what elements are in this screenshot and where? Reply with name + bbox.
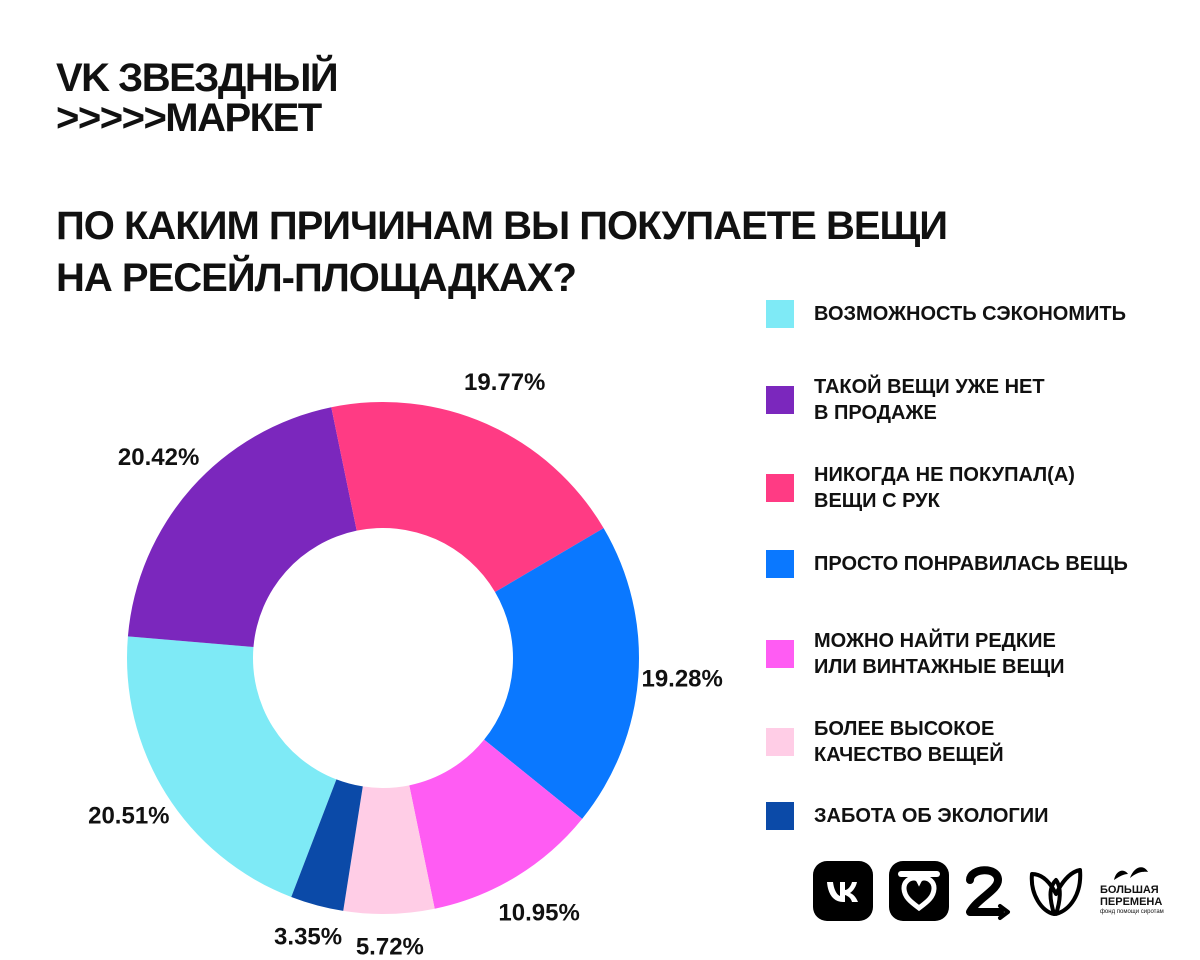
legend-item: МОЖНО НАЙТИ РЕДКИЕ ИЛИ ВИНТАЖНЫЕ ВЕЩИ bbox=[766, 628, 1065, 680]
legend-label: БОЛЕЕ ВЫСОКОЕ КАЧЕСТВО ВЕЩЕЙ bbox=[814, 716, 1004, 768]
dobro-logo-icon bbox=[966, 866, 1010, 920]
donut-slice bbox=[484, 528, 639, 819]
chart-title-line-1: ПО КАКИМ ПРИЧИНАМ ВЫ ПОКУПАЕТЕ ВЕЩИ bbox=[56, 204, 948, 248]
legend-swatch bbox=[766, 640, 794, 668]
brand-line-1: VK ЗВЕЗДНЫЙ bbox=[56, 56, 339, 100]
chart-title-line-2: НА РЕСЕЙЛ-ПЛОЩАДКАХ? bbox=[56, 256, 577, 300]
legend-label-line: ПРОСТО ПОНРАВИЛАСЬ ВЕЩЬ bbox=[814, 553, 1128, 575]
legend-label: ТАКОЙ ВЕЩИ УЖЕ НЕТ В ПРОДАЖЕ bbox=[814, 374, 1045, 426]
legend-label-line: ВОЗМОЖНОСТЬ СЭКОНОМИТЬ bbox=[814, 303, 1126, 325]
slice-value-label: 3.35% bbox=[274, 924, 342, 951]
brand-logo: VK ЗВЕЗДНЫЙ >>>>>МАРКЕТ bbox=[56, 56, 339, 140]
vk-logo-icon bbox=[813, 861, 873, 921]
legend-label-line: КАЧЕСТВО ВЕЩЕЙ bbox=[814, 744, 1004, 766]
slice-value-label: 20.51% bbox=[88, 803, 169, 830]
donut-slice bbox=[127, 407, 357, 648]
legend-label: ВОЗМОЖНОСТЬ СЭКОНОМИТЬ bbox=[814, 301, 1126, 327]
legend-item: ТАКОЙ ВЕЩИ УЖЕ НЕТ В ПРОДАЖЕ bbox=[766, 374, 1045, 426]
legend-swatch bbox=[766, 728, 794, 756]
brand-line-2: >>>>>МАРКЕТ bbox=[56, 96, 322, 140]
bp-tagline: фонд помощи сиротам bbox=[1100, 909, 1164, 915]
bp-line-2: ПЕРЕМЕНА bbox=[1100, 896, 1163, 908]
legend-swatch bbox=[766, 300, 794, 328]
donut-slice bbox=[331, 402, 604, 593]
legend-item: БОЛЕЕ ВЫСОКОЕ КАЧЕСТВО ВЕЩЕЙ bbox=[766, 716, 1004, 768]
donut-slice bbox=[409, 739, 583, 909]
legend-item: НИКОГДА НЕ ПОКУПАЛ(А) ВЕЩИ С РУК bbox=[766, 462, 1075, 514]
odnoklassniki-logo-icon bbox=[889, 861, 949, 921]
slice-value-label: 5.72% bbox=[356, 933, 424, 960]
slice-value-label: 20.42% bbox=[118, 444, 199, 471]
legend-swatch bbox=[766, 474, 794, 502]
legend-item: ВОЗМОЖНОСТЬ СЭКОНОМИТЬ bbox=[766, 300, 1126, 328]
slice-value-label: 10.95% bbox=[498, 900, 579, 927]
donut-slice bbox=[127, 636, 337, 897]
legend-label: ЗАБОТА ОБ ЭКОЛОГИИ bbox=[814, 803, 1049, 829]
bolshaya-peremena-birds-icon bbox=[1114, 867, 1148, 880]
legend-swatch bbox=[766, 802, 794, 830]
legend-label-line: В ПРОДАЖЕ bbox=[814, 402, 937, 424]
legend-label: НИКОГДА НЕ ПОКУПАЛ(А) ВЕЩИ С РУК bbox=[814, 462, 1075, 514]
legend-item: ЗАБОТА ОБ ЭКОЛОГИИ bbox=[766, 802, 1049, 830]
legend-label-line: ИЛИ ВИНТАЖНЫЕ ВЕЩИ bbox=[814, 656, 1065, 678]
legend-swatch bbox=[766, 386, 794, 414]
donut-slice bbox=[291, 779, 363, 911]
slice-value-label: 19.77% bbox=[464, 369, 545, 396]
legend-swatch bbox=[766, 550, 794, 578]
legend-label: МОЖНО НАЙТИ РЕДКИЕ ИЛИ ВИНТАЖНЫЕ ВЕЩИ bbox=[814, 628, 1065, 680]
partner-logos bbox=[812, 860, 1172, 924]
legend-label-line: ВЕЩИ С РУК bbox=[814, 490, 940, 512]
heart-butterfly-logo-icon bbox=[1029, 868, 1083, 916]
legend-label-line: ТАКОЙ ВЕЩИ УЖЕ НЕТ bbox=[814, 376, 1045, 398]
legend-label-line: МОЖНО НАЙТИ РЕДКИЕ bbox=[814, 630, 1056, 652]
donut-slice bbox=[343, 785, 435, 914]
legend-label-line: НИКОГДА НЕ ПОКУПАЛ(А) bbox=[814, 464, 1075, 486]
legend-label: ПРОСТО ПОНРАВИЛАСЬ ВЕЩЬ bbox=[814, 551, 1128, 577]
legend-label-line: БОЛЕЕ ВЫСОКОЕ bbox=[814, 718, 995, 740]
bolshaya-peremena-logo: БОЛЬШАЯ ПЕРЕМЕНА фонд помощи сиротам bbox=[1100, 884, 1164, 916]
legend-label-line: ЗАБОТА ОБ ЭКОЛОГИИ bbox=[814, 805, 1049, 827]
chart-title: ПО КАКИМ ПРИЧИНАМ ВЫ ПОКУПАЕТЕ ВЕЩИ НА Р… bbox=[56, 200, 1036, 304]
bp-line-1: БОЛЬШАЯ bbox=[1100, 884, 1159, 896]
legend-item: ПРОСТО ПОНРАВИЛАСЬ ВЕЩЬ bbox=[766, 550, 1128, 578]
slice-value-label: 19.28% bbox=[641, 665, 722, 692]
